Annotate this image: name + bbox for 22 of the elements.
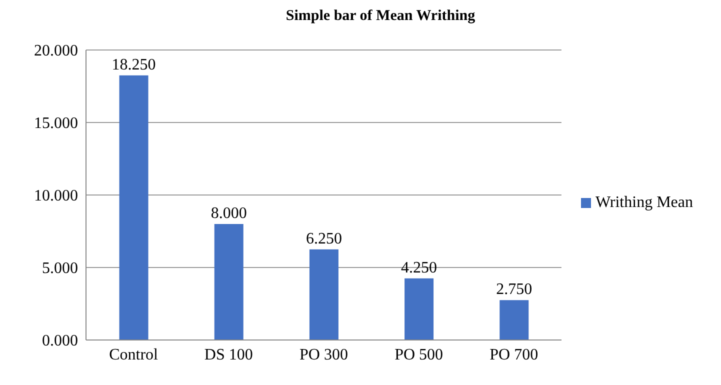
x-tick-label: PO 500 — [394, 346, 444, 364]
data-label: 8.000 — [210, 205, 247, 222]
y-tick-label: 5.000 — [42, 260, 78, 278]
x-tick-label: Control — [109, 346, 159, 364]
x-tick-label: PO 300 — [299, 346, 348, 364]
chart-title: Simple bar of Mean Writhing — [284, 8, 476, 26]
y-tick-label: 10.000 — [34, 188, 78, 205]
bar — [309, 249, 338, 340]
x-tick-label: DS 100 — [204, 346, 253, 364]
data-label: 6.250 — [306, 230, 342, 248]
bar — [214, 224, 244, 340]
x-tick-label: PO 700 — [490, 346, 538, 364]
y-tick-label: 20.000 — [34, 42, 78, 60]
legend-label: Writhing Mean — [595, 194, 693, 210]
data-label: 2.750 — [496, 281, 532, 298]
bar — [404, 278, 434, 340]
data-label: 18.250 — [112, 56, 156, 74]
bar — [500, 300, 529, 340]
data-label: 4.250 — [401, 259, 438, 276]
y-tick-label: 15.000 — [34, 115, 78, 132]
bar — [119, 75, 148, 340]
y-tick-label: 0.000 — [42, 332, 78, 350]
